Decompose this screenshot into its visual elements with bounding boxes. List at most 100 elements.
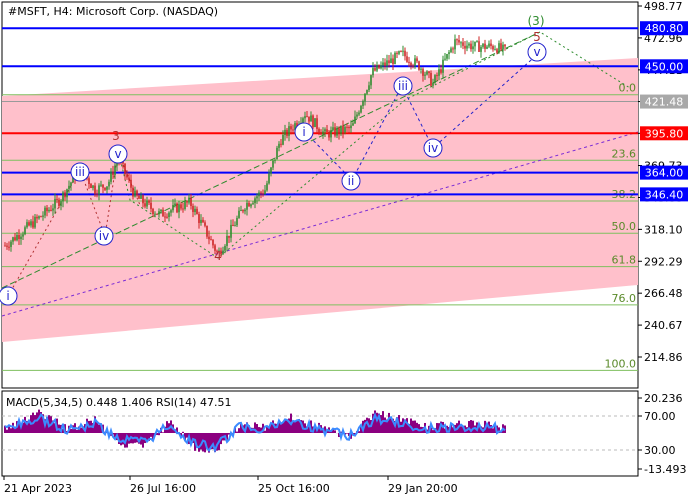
candle-body	[92, 185, 94, 189]
candle-body	[194, 208, 196, 213]
macd-bar	[286, 420, 288, 433]
fib-label-3: 50.0	[612, 220, 637, 233]
candle-body	[474, 41, 476, 47]
macd-bar	[238, 428, 240, 433]
price-tick-label-0: 498.77	[644, 0, 683, 13]
macd-bar	[298, 419, 300, 433]
candle-body	[266, 183, 268, 191]
candle-body	[332, 127, 334, 131]
candle-body	[480, 46, 482, 52]
wave-marker-1	[70, 162, 90, 182]
candle-body	[220, 250, 222, 255]
macd-bar	[40, 412, 42, 433]
candle-body	[228, 235, 230, 238]
candle-body	[46, 207, 48, 212]
candle-body	[274, 159, 276, 161]
fib-label-6: 100.0	[605, 357, 637, 370]
macd-bar	[62, 428, 64, 433]
candle-body	[296, 123, 298, 127]
channel-layer	[2, 58, 638, 342]
macd-bar	[376, 412, 378, 433]
macd-bar	[490, 425, 492, 433]
candle-body	[204, 222, 206, 226]
candle-body	[392, 58, 394, 64]
macd-bar	[346, 433, 348, 434]
wave-label-10: v	[533, 45, 540, 59]
macd-bar	[42, 414, 44, 433]
candle-body	[4, 245, 6, 247]
candle-body	[112, 171, 114, 175]
macd-bar	[282, 421, 284, 433]
candle-body	[398, 51, 400, 54]
candle-body	[98, 185, 100, 195]
price-tick-label-10: 240.67	[644, 319, 683, 332]
x-tick-label-1: 26 Jul 16:00	[130, 482, 196, 495]
candle-body	[344, 126, 346, 133]
time-x-axis: 21 Apr 2023 26 Jul 16:00 25 Oct 16:00 29 Ja…	[3, 476, 458, 495]
candle-body	[232, 224, 234, 226]
macd-bar	[150, 433, 152, 437]
candle-body	[30, 221, 32, 226]
macd-bar	[408, 423, 410, 433]
macd-bar	[138, 433, 140, 444]
macd-bar	[98, 424, 100, 433]
candle-body	[88, 178, 90, 185]
candle-body	[470, 43, 472, 50]
candle-body	[246, 202, 248, 210]
candle-body	[302, 118, 304, 124]
candle-body	[106, 186, 108, 190]
candle-body	[400, 51, 402, 53]
macd-bar	[294, 420, 296, 433]
macd-bar	[378, 413, 380, 433]
candle-body	[186, 201, 188, 203]
candle-body	[256, 196, 258, 199]
macd-bar	[240, 423, 242, 433]
wave-marker-3	[94, 226, 114, 246]
candle-body	[406, 56, 408, 62]
candle-body	[140, 195, 142, 199]
candle-body	[278, 143, 280, 148]
candle-body	[216, 250, 218, 252]
wave-marker-9	[423, 138, 443, 158]
candle-body	[286, 129, 288, 136]
candle-body	[280, 143, 282, 145]
candle-body	[122, 161, 124, 164]
candle-body	[60, 201, 62, 206]
candle-body	[156, 213, 158, 215]
macd-bar	[340, 431, 342, 433]
macd-bar	[276, 423, 278, 433]
candle-body	[200, 219, 202, 223]
candle-layer	[4, 34, 506, 258]
candle-body	[264, 190, 266, 195]
candle-body	[90, 184, 92, 189]
candle-body	[494, 49, 496, 51]
candle-body	[488, 43, 490, 47]
candle-body	[472, 46, 474, 50]
candle-body	[26, 222, 28, 228]
candle-body	[322, 131, 324, 135]
candle-body	[466, 45, 468, 49]
wave-label-2: v	[114, 147, 121, 161]
macd-bar	[28, 419, 30, 433]
macd-bar	[206, 433, 208, 448]
macd-bar	[272, 420, 274, 433]
candle-body	[490, 43, 492, 47]
wave-label-0: i	[6, 289, 9, 303]
candle-body	[104, 187, 106, 190]
trend-channel-band	[2, 58, 638, 342]
macd-bar	[498, 427, 500, 433]
macd-bar	[158, 433, 160, 436]
macd-bar	[266, 426, 268, 433]
fib-label-1: 23.6	[612, 147, 637, 160]
candle-body	[126, 174, 128, 178]
level-tag-bg-4	[640, 187, 688, 202]
candle-body	[292, 129, 294, 131]
wave-label-8: iii	[398, 79, 408, 93]
level-tag-label-4: 346.40	[645, 188, 684, 201]
candle-body	[436, 75, 438, 77]
candle-body	[390, 58, 392, 64]
macd-bar	[82, 426, 84, 433]
candle-body	[24, 227, 26, 235]
macd-bar	[390, 417, 392, 433]
